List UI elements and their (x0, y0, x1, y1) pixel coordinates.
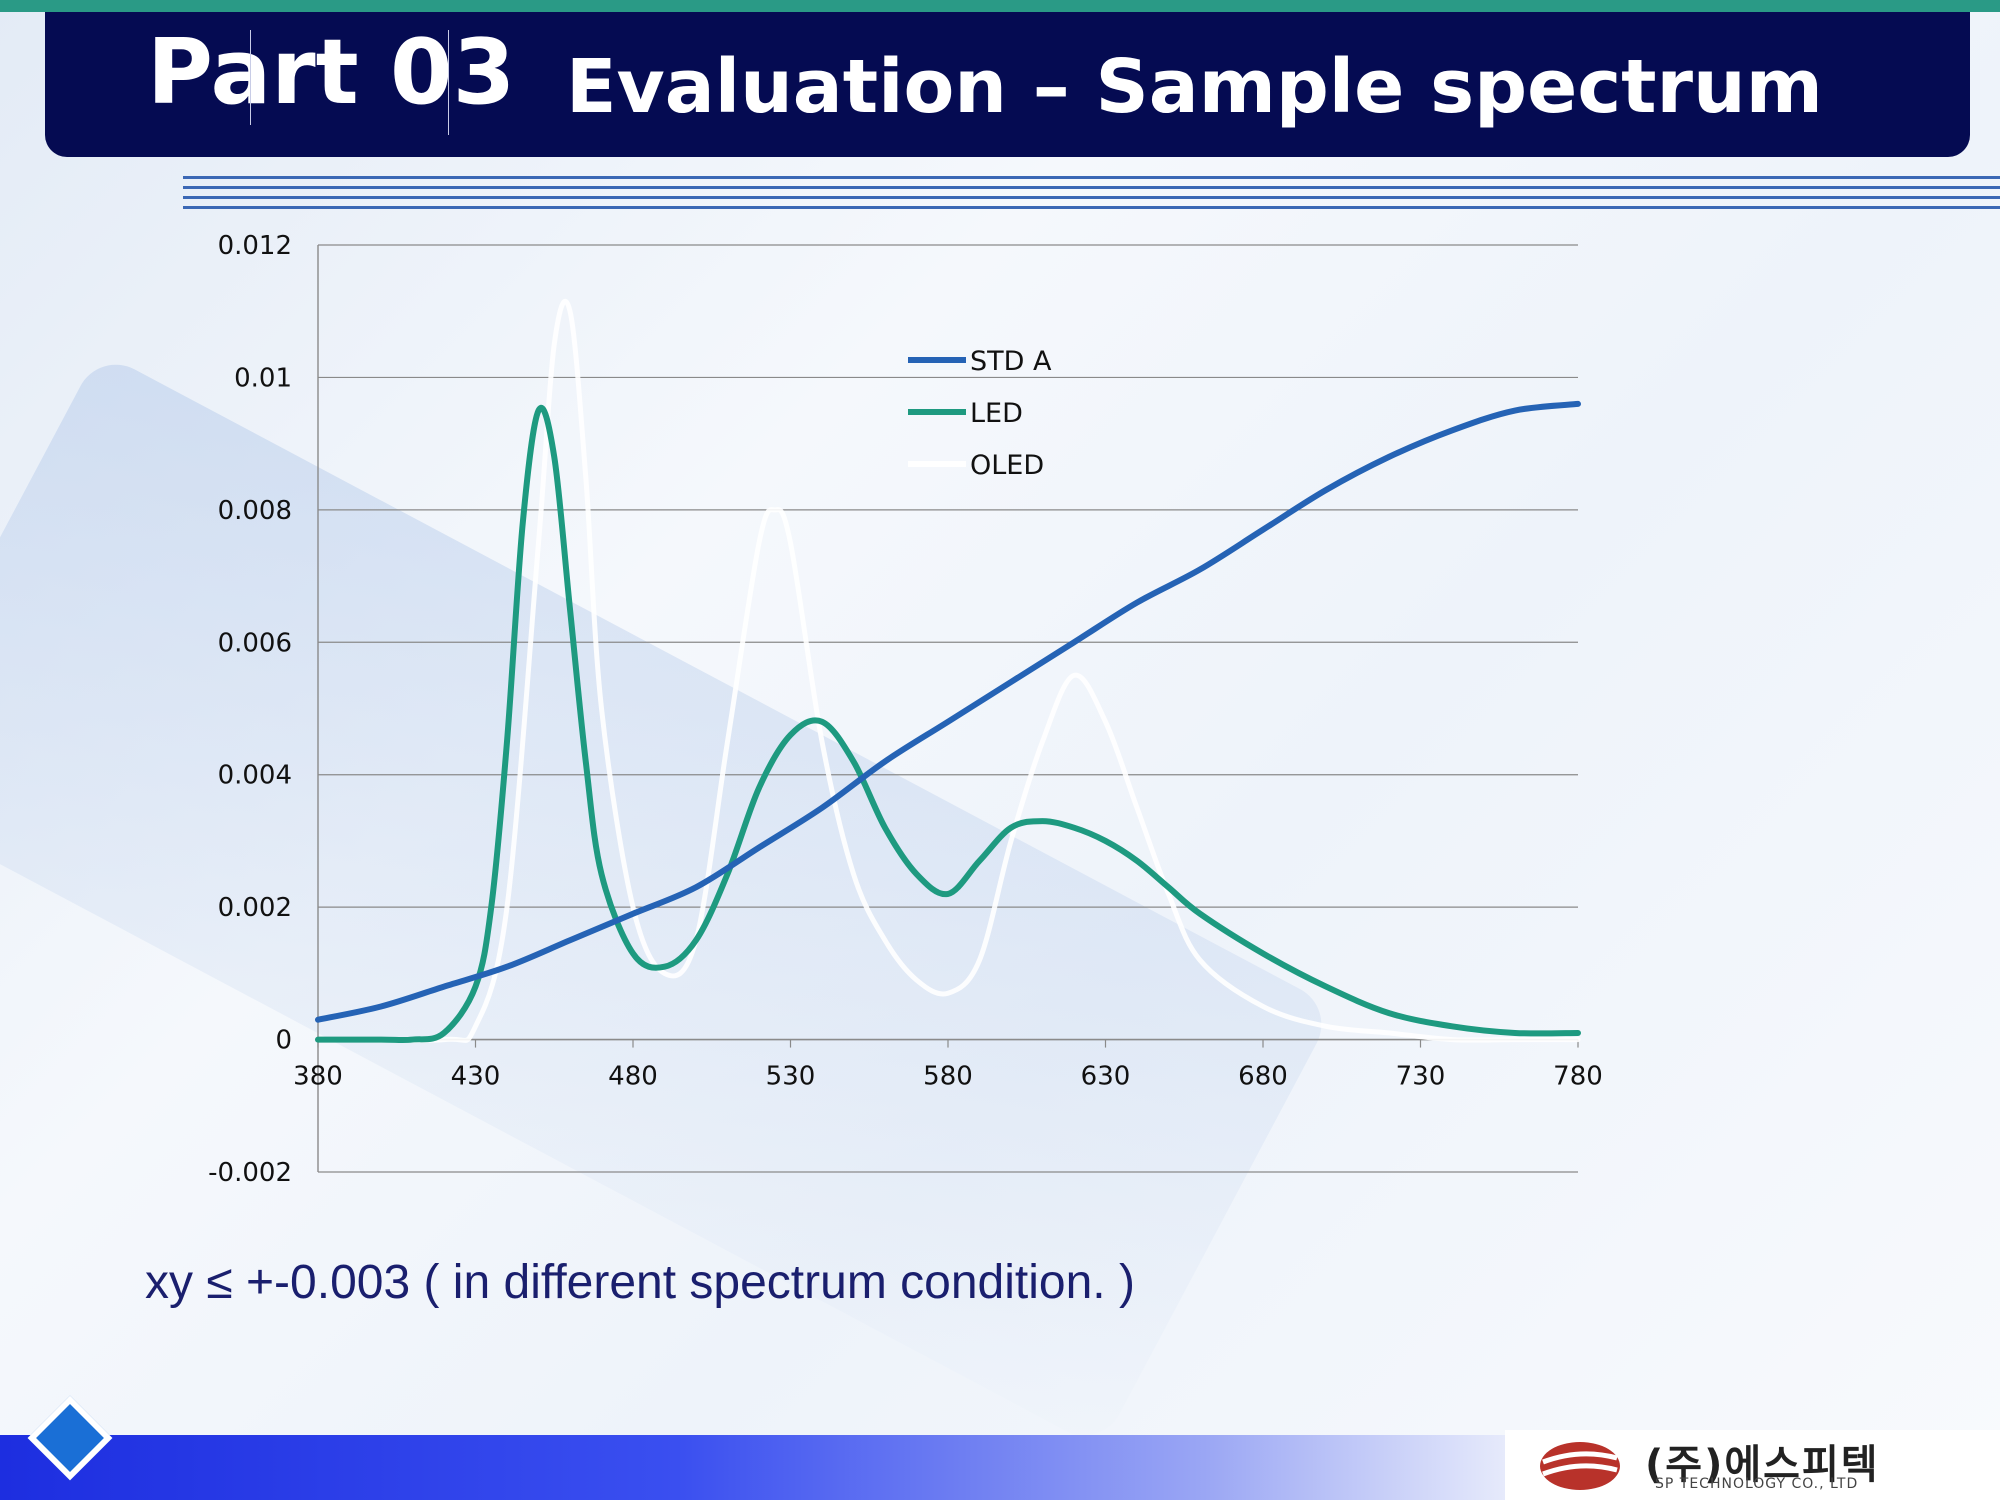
page-title: Evaluation – Sample spectrum (566, 44, 1823, 130)
y-tick-label: -0.002 (208, 1158, 292, 1188)
decorative-stripes (183, 176, 2000, 226)
logo-swoosh-icon (1540, 1442, 1620, 1490)
x-tick-label: 580 (923, 1062, 973, 1092)
top-accent-strip (0, 0, 2000, 12)
logo-subtitle: SP TECHNOLOGY CO., LTD (1655, 1476, 1859, 1492)
caption-text: xy ≤ +-0.003 ( in different spectrum con… (145, 1256, 1135, 1309)
y-tick-label: 0.004 (218, 761, 292, 791)
series-line-oled (315, 298, 1581, 1044)
y-tick-label: 0.008 (218, 496, 292, 526)
title-part-number: Part 03 (147, 20, 516, 125)
y-tick-label: 0.006 (218, 628, 292, 658)
legend-label: LED (970, 398, 1023, 429)
title-bar (45, 12, 1970, 157)
x-tick-label: 630 (1081, 1062, 1131, 1092)
y-tick-label: 0.012 (218, 231, 292, 261)
spectrum-chart: -0.002 0 0.002 0.004 0.006 0.008 0.01 0.012 380 4… (208, 231, 1603, 1188)
y-tick-label: 0.01 (234, 363, 292, 393)
series-line-led (315, 405, 1581, 1044)
series-line-std-a (315, 400, 1581, 1023)
y-tick-label: 0 (275, 1026, 292, 1056)
x-tick-label: 480 (608, 1062, 658, 1092)
x-tick-label: 530 (766, 1062, 816, 1092)
company-logo: (주)에스피텍 SP TECHNOLOGY CO., LTD (1505, 1430, 2000, 1500)
logo-text: (주)에스피텍 (1645, 1442, 1880, 1488)
text-cursor-line (250, 30, 251, 125)
x-tick-label: 380 (293, 1062, 343, 1092)
legend-label: OLED (970, 450, 1044, 481)
legend-label: STD A (970, 346, 1052, 377)
x-tick-label: 680 (1238, 1062, 1288, 1092)
x-tick-label: 780 (1553, 1062, 1603, 1092)
y-tick-label: 0.002 (218, 893, 292, 923)
x-tick-label: 430 (451, 1062, 501, 1092)
text-cursor-line (448, 30, 449, 135)
x-tick-label: 730 (1396, 1062, 1446, 1092)
footer-bar (0, 1435, 1505, 1500)
